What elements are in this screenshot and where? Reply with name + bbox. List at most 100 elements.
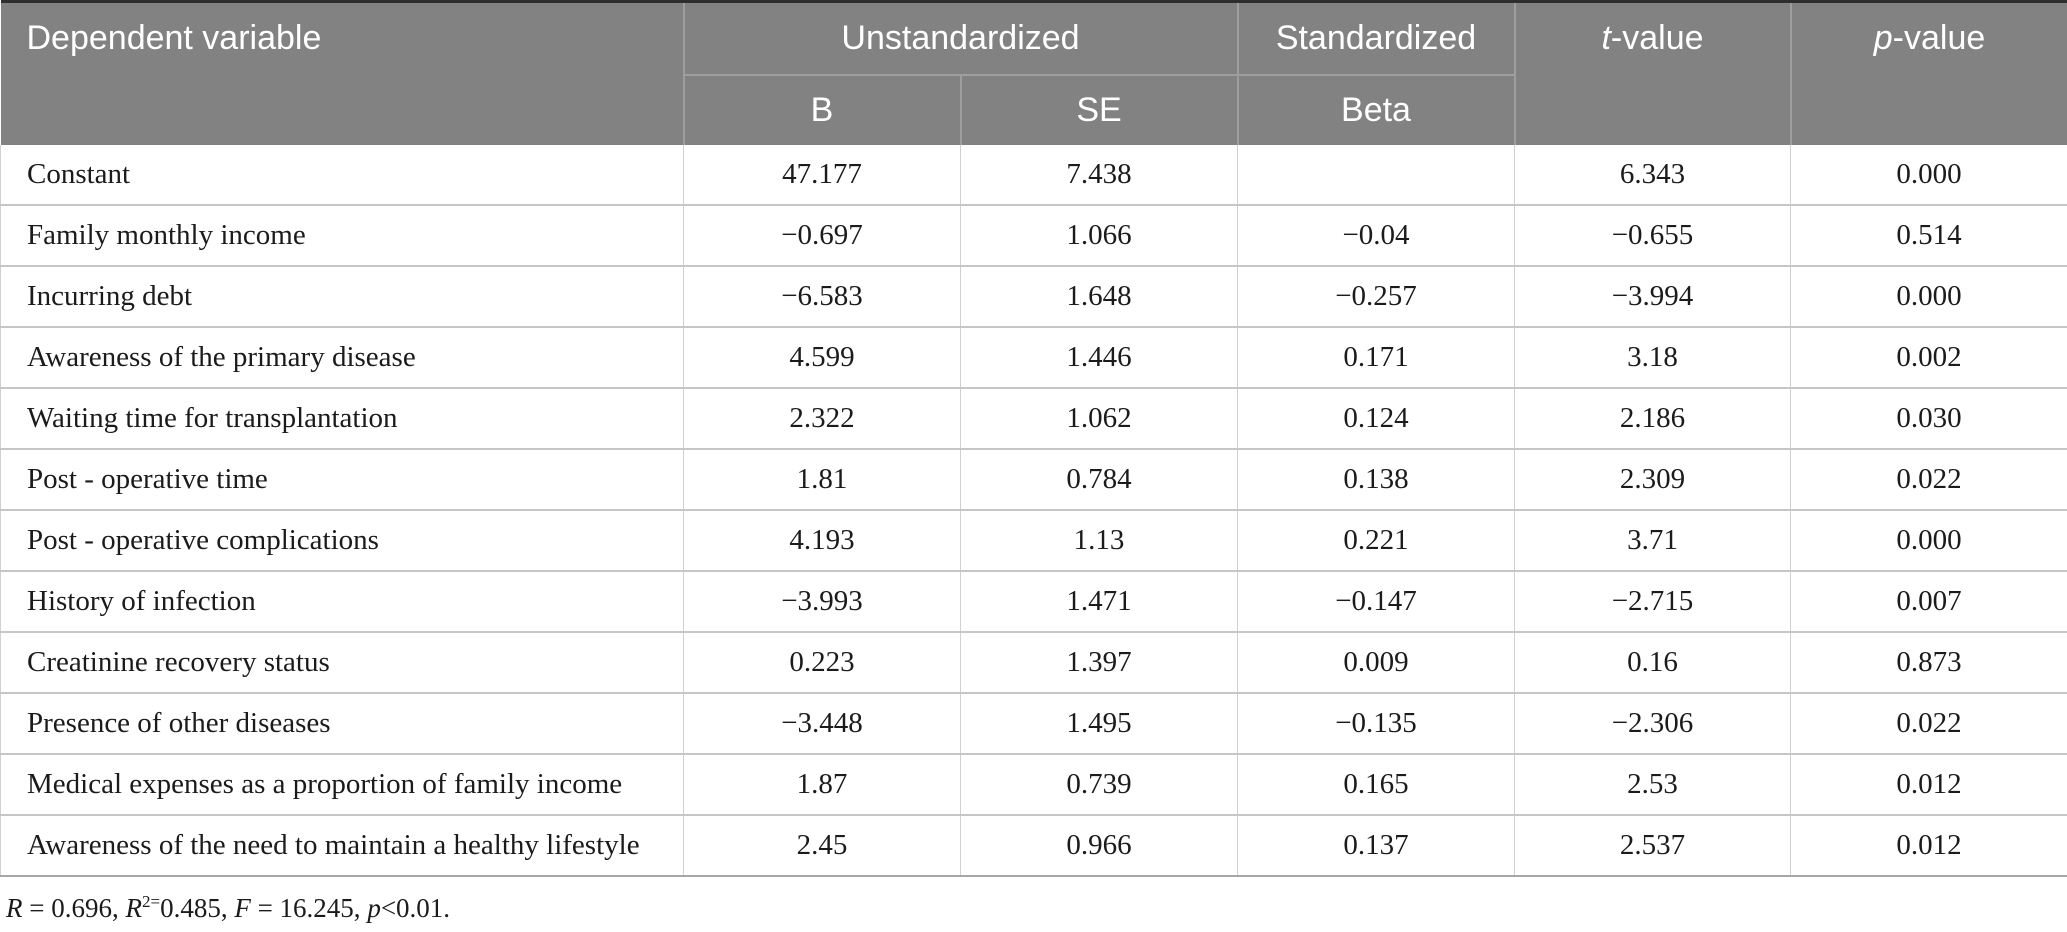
table-row: Post - operative complications 4.193 1.1… [0, 509, 2067, 571]
row-label: Creatinine recovery status [0, 631, 684, 693]
cell-p: 0.012 [1790, 814, 2067, 877]
cell-b: −3.993 [683, 570, 961, 632]
cell-beta: −0.04 [1237, 204, 1515, 266]
cell-beta: 0.171 [1237, 326, 1515, 388]
row-label: Constant [0, 145, 684, 205]
cell-t: 2.53 [1514, 753, 1791, 815]
cell-se: 1.13 [960, 509, 1238, 571]
table-body: Constant 47.177 7.438 6.343 0.000 Family… [0, 145, 2067, 877]
cell-p: 0.007 [1790, 570, 2067, 632]
cell-beta: 0.009 [1237, 631, 1515, 693]
cell-t: 3.18 [1514, 326, 1791, 388]
cell-beta: 0.221 [1237, 509, 1515, 571]
cell-beta [1237, 145, 1515, 205]
cell-beta: −0.147 [1237, 570, 1515, 632]
cell-b: 1.81 [683, 448, 961, 510]
row-label: Awareness of the primary disease [0, 326, 684, 388]
cell-se: 1.446 [960, 326, 1238, 388]
cell-b: 0.223 [683, 631, 961, 693]
row-label: Medical expenses as a proportion of fami… [0, 753, 684, 815]
cell-t: 2.186 [1514, 387, 1791, 449]
header-t-rest: -value [1610, 19, 1704, 57]
header-t-value: t -value [1514, 1, 1792, 145]
table-row: Creatinine recovery status 0.223 1.397 0… [0, 631, 2067, 693]
cell-se: 7.438 [960, 145, 1238, 205]
header-p-value: p -value [1790, 1, 2067, 145]
footnote-f-label: F [234, 893, 251, 923]
cell-p: 0.002 [1790, 326, 2067, 388]
cell-se: 0.739 [960, 753, 1238, 815]
cell-beta: −0.257 [1237, 265, 1515, 327]
header-p-italic: p [1873, 19, 1893, 57]
cell-se: 1.066 [960, 204, 1238, 266]
cell-b: −0.697 [683, 204, 961, 266]
cell-beta: 0.124 [1237, 387, 1515, 449]
cell-se: 1.397 [960, 631, 1238, 693]
footnote-r2-superscript: 2= [141, 892, 161, 911]
footnote-f-value: = 16.245, [250, 893, 368, 923]
cell-t: 2.537 [1514, 814, 1791, 877]
table-row: Medical expenses as a proportion of fami… [0, 753, 2067, 815]
cell-p: 0.000 [1790, 509, 2067, 571]
footnote-r-label: R [6, 893, 23, 923]
table-footnote: R = 0.696, R2=0.485, F = 16.245, p<0.01. [6, 893, 2067, 924]
cell-b: 2.322 [683, 387, 961, 449]
header-p-rest: -value [1892, 19, 1986, 57]
footnote-r2-value: 0.485, [160, 893, 235, 923]
row-label: Family monthly income [0, 204, 684, 266]
cell-t: 0.16 [1514, 631, 1791, 693]
cell-b: 4.599 [683, 326, 961, 388]
header-dependent-variable-label: Dependent variable [26, 19, 322, 57]
cell-se: 1.495 [960, 692, 1238, 754]
cell-p: 0.030 [1790, 387, 2067, 449]
row-label: History of infection [0, 570, 684, 632]
cell-p: 0.022 [1790, 448, 2067, 510]
cell-se: 1.648 [960, 265, 1238, 327]
cell-p: 0.000 [1790, 265, 2067, 327]
cell-t: −2.715 [1514, 570, 1791, 632]
header-beta: Beta [1237, 75, 1516, 145]
cell-p: 0.022 [1790, 692, 2067, 754]
row-label: Waiting time for transplantation [0, 387, 684, 449]
cell-t: −0.655 [1514, 204, 1791, 266]
row-label: Post - operative complications [0, 509, 684, 571]
cell-p: 0.514 [1790, 204, 2067, 266]
header-se: SE [960, 75, 1239, 145]
header-t-italic: t [1601, 19, 1611, 57]
cell-t: −2.306 [1514, 692, 1791, 754]
cell-b: −6.583 [683, 265, 961, 327]
cell-b: −3.448 [683, 692, 961, 754]
footnote-r2-label: R [125, 893, 142, 923]
row-label: Incurring debt [0, 265, 684, 327]
footnote-p-label: p [367, 893, 381, 923]
cell-b: 2.45 [683, 814, 961, 877]
cell-b: 1.87 [683, 753, 961, 815]
row-label: Presence of other diseases [0, 692, 684, 754]
cell-beta: 0.165 [1237, 753, 1515, 815]
cell-se: 1.471 [960, 570, 1238, 632]
cell-p: 0.873 [1790, 631, 2067, 693]
cell-beta: 0.137 [1237, 814, 1515, 877]
table-header: Dependent variable Unstandardized Standa… [0, 1, 2067, 145]
table-row: Post - operative time 1.81 0.784 0.138 2… [0, 448, 2067, 510]
regression-results-table: Dependent variable Unstandardized Standa… [0, 0, 2067, 877]
cell-t: −3.994 [1514, 265, 1791, 327]
footnote-r-value: = 0.696, [22, 893, 126, 923]
header-standardized: Standardized [1237, 1, 1516, 76]
cell-beta: 0.138 [1237, 448, 1515, 510]
table-row: Awareness of the need to maintain a heal… [0, 814, 2067, 877]
cell-se: 0.784 [960, 448, 1238, 510]
header-b: B [683, 75, 962, 145]
cell-t: 6.343 [1514, 145, 1791, 205]
footnote-p-value: <0.01. [380, 893, 451, 923]
cell-se: 0.966 [960, 814, 1238, 877]
row-label: Post - operative time [0, 448, 684, 510]
row-label: Awareness of the need to maintain a heal… [0, 814, 684, 877]
cell-b: 47.177 [683, 145, 961, 205]
table-row: Presence of other diseases −3.448 1.495 … [0, 692, 2067, 754]
table-row: Awareness of the primary disease 4.599 1… [0, 326, 2067, 388]
cell-se: 1.062 [960, 387, 1238, 449]
table-row: History of infection −3.993 1.471 −0.147… [0, 570, 2067, 632]
cell-beta: −0.135 [1237, 692, 1515, 754]
table-row: Constant 47.177 7.438 6.343 0.000 [0, 145, 2067, 205]
